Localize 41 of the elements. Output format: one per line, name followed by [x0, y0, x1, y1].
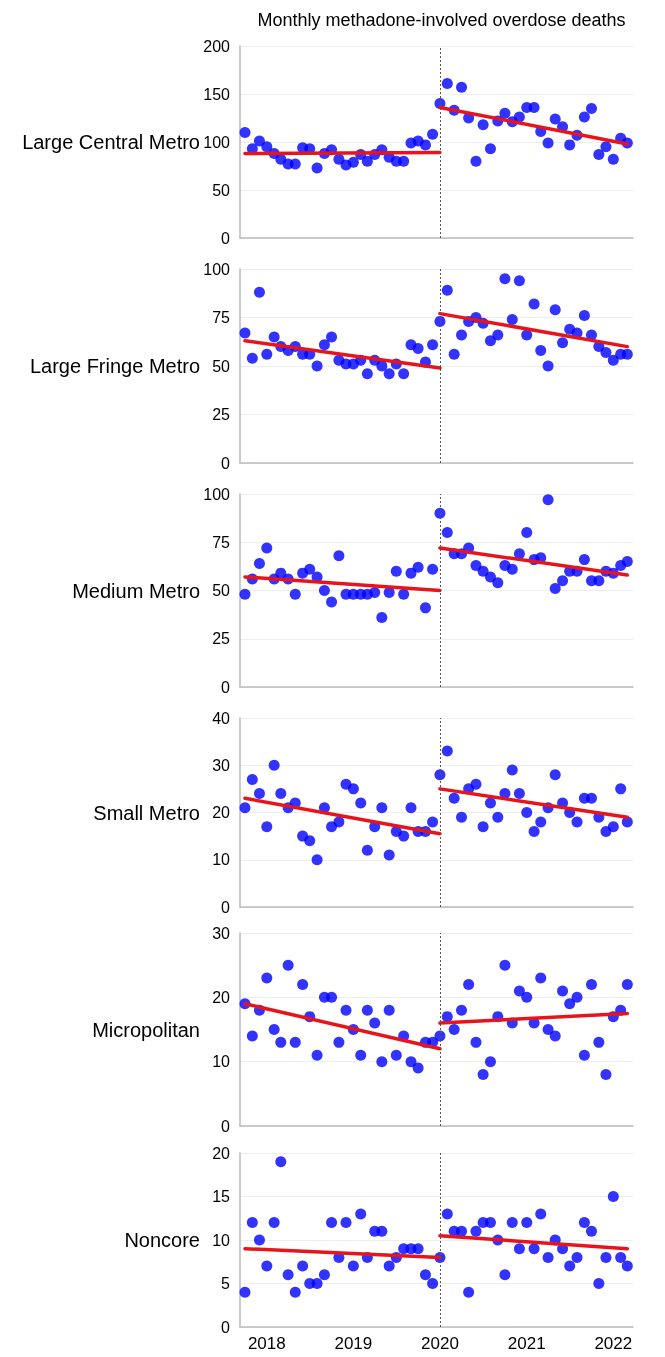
y-axis-title: Medium Metro: [72, 579, 200, 602]
y-tick-label: 100: [203, 260, 231, 278]
y-axis-title: Large Fringe Metro: [29, 355, 200, 377]
x-tick-label: 2020: [421, 1334, 459, 1353]
y-tick-label: 100: [203, 133, 231, 151]
x-tick-label: 2018: [247, 1334, 286, 1353]
y-tick-label: 40: [212, 709, 231, 727]
y-tick-label: 0: [221, 678, 231, 696]
y-axis-title: Micropolitan: [92, 1018, 200, 1041]
y-tick-label: 25: [212, 630, 231, 648]
x-tick-label: 2022: [594, 1334, 633, 1353]
y-tick-label: 20: [212, 804, 231, 821]
y-tick-label: 0: [221, 898, 231, 916]
y-tick-label: 30: [212, 756, 231, 774]
y-tick-label: 0: [221, 1318, 231, 1336]
y-tick-label: 25: [212, 406, 231, 423]
x-tick-label: 2021: [507, 1334, 546, 1353]
y-tick-label: 50: [212, 582, 231, 599]
y-tick-label: 0: [221, 1117, 231, 1135]
y-tick-label: 150: [203, 85, 231, 103]
y-tick-label: 75: [212, 309, 231, 326]
y-axis-title: Noncore: [124, 1229, 200, 1251]
y-tick-label: 10: [212, 851, 231, 869]
y-tick-label: 5: [221, 1275, 231, 1292]
y-tick-label: 50: [212, 181, 231, 199]
y-tick-label: 100: [203, 485, 231, 503]
y-tick-label: 0: [221, 454, 231, 472]
y-tick-label: 30: [212, 924, 231, 942]
y-axis-title: Large Central Metro: [22, 131, 200, 153]
y-tick-label: 50: [212, 357, 231, 375]
y-tick-label: 0: [221, 229, 231, 247]
y-tick-label: 200: [203, 37, 231, 55]
y-tick-label: 10: [212, 1231, 231, 1249]
y-axis-title: Small Metro: [93, 801, 200, 824]
y-tick-label: 20: [212, 988, 231, 1006]
y-tick-label: 10: [212, 1053, 231, 1071]
y-tick-label: 20: [212, 1144, 231, 1162]
x-tick-label: 2019: [334, 1334, 373, 1353]
y-tick-label: 75: [212, 533, 231, 551]
chart-title: Monthly methadone-involved overdose deaths: [257, 10, 626, 30]
y-tick-label: 15: [212, 1188, 231, 1205]
